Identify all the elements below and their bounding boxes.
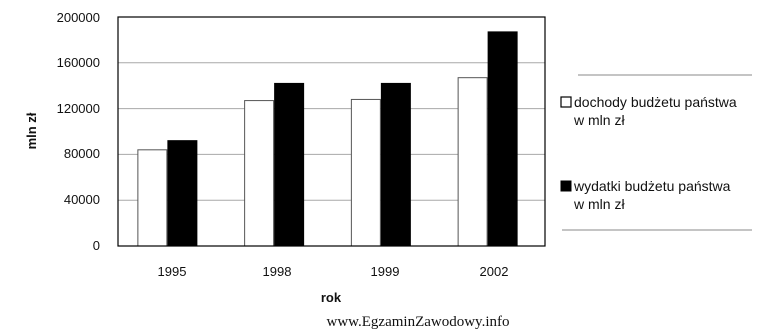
legend-label-wydatki-line1: wydatki budżetu państwa [573,178,731,194]
plot-area-border [117,16,546,247]
bar-dochody-1995 [137,149,168,247]
legend-label-dochody-line1: dochody budżetu państwa [574,94,737,110]
y-tick-0: 0 [93,238,100,253]
y-tick-4: 160000 [57,55,100,70]
y-tick-1: 40000 [64,192,100,207]
bar-dochody-1999 [350,98,381,247]
watermark-text: www.EgzaminZawodowy.info [326,314,509,330]
x-tick-labels: 1995 1998 1999 2002 [158,264,509,279]
y-tick-5: 200000 [57,10,100,25]
y-tick-labels: 0 40000 80000 120000 160000 200000 [57,10,100,253]
legend: dochody budżetu państwa w mln zł wydatki… [560,74,752,231]
legend-swatch-dochody [560,96,572,108]
bar-wydatki-1999 [380,82,411,247]
bar-wydatki-1995 [167,140,198,247]
bar-wydatki-1998 [274,82,305,247]
bar-wydatki-2002 [487,31,518,247]
x-axis-title: rok [321,290,342,305]
x-tick-1995: 1995 [158,264,187,279]
legend-label-wydatki-line2: w mln zł [573,196,625,212]
x-tick-1999: 1999 [371,264,400,279]
y-tick-3: 120000 [57,101,100,116]
y-tick-2: 80000 [64,146,100,161]
legend-label-dochody-line2: w mln zł [573,112,625,128]
y-axis-title: mln zł [24,112,39,149]
legend-swatch-wydatki [560,180,572,192]
x-tick-1998: 1998 [263,264,292,279]
bars [137,31,518,247]
bar-dochody-1998 [244,100,275,247]
bar-dochody-2002 [457,77,488,247]
x-tick-2002: 2002 [480,264,509,279]
